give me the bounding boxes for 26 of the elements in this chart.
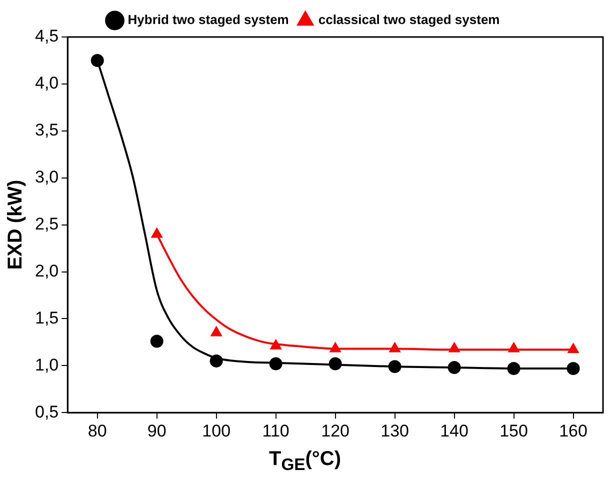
x-tick-label: 140 xyxy=(440,421,468,440)
y-tick-label: 4,5 xyxy=(34,26,59,46)
y-tick-label: 4,0 xyxy=(34,74,59,93)
x-tick-label: 150 xyxy=(500,421,528,440)
legend-label: Hybrid two staged system xyxy=(128,12,289,28)
x-tick-label: 80 xyxy=(88,421,107,440)
y-tick-label: 2,5 xyxy=(34,214,59,234)
x-axis-title: T$_{GE}$(°C) xyxy=(268,448,342,475)
x-tick-label: 130 xyxy=(380,421,409,440)
y-tick-label: 1,5 xyxy=(34,308,59,328)
point xyxy=(210,326,222,336)
point xyxy=(566,362,580,375)
y-tick-label: 1,0 xyxy=(34,355,59,374)
y-tick-label: 3,5 xyxy=(34,120,59,140)
x-tick-label: 160 xyxy=(559,421,588,440)
x-tick-label: 90 xyxy=(147,421,166,440)
x-tick-label: 110 xyxy=(262,421,290,440)
legend-label: cclassical two staged system xyxy=(318,12,500,28)
y-tick-label: 2,0 xyxy=(34,261,59,280)
y-tick-label: 3,0 xyxy=(34,168,59,187)
y-tick-label: 0,5 xyxy=(34,402,59,422)
y-axis-title: EXD (kW) xyxy=(4,180,27,270)
x-tick-label: 120 xyxy=(321,421,350,440)
x-tick-label: 100 xyxy=(202,421,231,440)
point xyxy=(90,54,104,67)
point xyxy=(150,334,164,348)
